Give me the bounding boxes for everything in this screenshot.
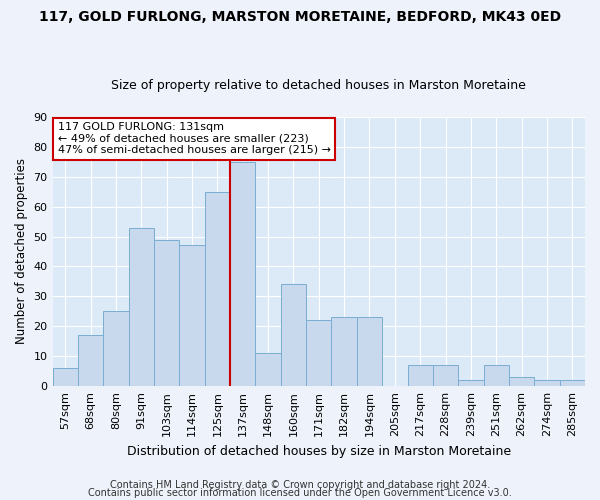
Bar <box>484 365 509 386</box>
Bar <box>331 318 357 386</box>
Y-axis label: Number of detached properties: Number of detached properties <box>15 158 28 344</box>
Bar <box>179 246 205 386</box>
Bar <box>407 365 433 386</box>
Bar <box>78 336 103 386</box>
Bar <box>458 380 484 386</box>
Bar <box>534 380 560 386</box>
Bar <box>53 368 78 386</box>
Bar <box>103 312 128 386</box>
Bar <box>509 377 534 386</box>
Bar <box>154 240 179 386</box>
Bar <box>230 162 256 386</box>
Text: Contains public sector information licensed under the Open Government Licence v3: Contains public sector information licen… <box>88 488 512 498</box>
Bar <box>256 354 281 386</box>
Bar <box>205 192 230 386</box>
Text: 117, GOLD FURLONG, MARSTON MORETAINE, BEDFORD, MK43 0ED: 117, GOLD FURLONG, MARSTON MORETAINE, BE… <box>39 10 561 24</box>
Bar <box>357 318 382 386</box>
Text: Contains HM Land Registry data © Crown copyright and database right 2024.: Contains HM Land Registry data © Crown c… <box>110 480 490 490</box>
Text: 117 GOLD FURLONG: 131sqm
← 49% of detached houses are smaller (223)
47% of semi-: 117 GOLD FURLONG: 131sqm ← 49% of detach… <box>58 122 331 156</box>
Bar <box>560 380 585 386</box>
Title: Size of property relative to detached houses in Marston Moretaine: Size of property relative to detached ho… <box>112 79 526 92</box>
Bar <box>306 320 331 386</box>
X-axis label: Distribution of detached houses by size in Marston Moretaine: Distribution of detached houses by size … <box>127 444 511 458</box>
Bar <box>128 228 154 386</box>
Bar <box>281 284 306 386</box>
Bar <box>433 365 458 386</box>
